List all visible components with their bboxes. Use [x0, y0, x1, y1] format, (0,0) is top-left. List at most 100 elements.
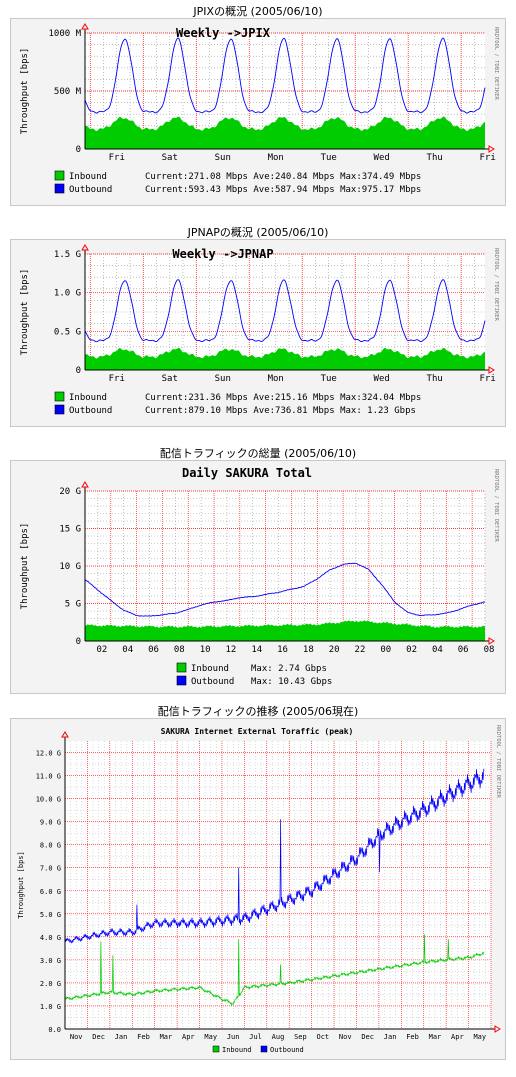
y-tick-label: 15 G	[59, 525, 81, 535]
y-tick-label: 500 M	[54, 87, 82, 97]
x-tick-label: 14	[251, 645, 262, 655]
x-tick-label: Jun	[227, 1033, 240, 1041]
weekly-chart-1: 0 0.5 G 1.0 G 1.5 G Fri Sat Sun Mon Tue Wed Thu Fri…	[20, 244, 499, 416]
legend-name-inbound: Inbound	[222, 1046, 252, 1054]
x-tick-label: Tue	[321, 153, 337, 163]
y-tick-label: 7.0 G	[40, 865, 61, 873]
chart-title: SAKURA Internet External Toraffic (peak)	[161, 726, 354, 736]
x-tick-label: Mar	[160, 1033, 173, 1041]
x-tick-label: Nov	[70, 1033, 83, 1041]
x-tick-label: Sep	[294, 1033, 307, 1041]
x-tick-label: 20	[329, 645, 340, 655]
rrdtool-side-label: RRDTOOL / TOBI OETIKER	[493, 469, 499, 543]
legend-name-inbound: Inbound	[69, 393, 107, 403]
x-tick-label: 02	[406, 645, 417, 655]
x-tick-label: May	[473, 1033, 486, 1041]
chart1-caption: JPIXの概況 (2005/06/10)	[193, 5, 323, 18]
x-tick-label: 18	[303, 645, 314, 655]
y-tick-label: 3.0 G	[40, 957, 61, 965]
y-tick-label: 0	[76, 145, 81, 155]
x-tick-label: Feb	[137, 1033, 150, 1041]
series-outbound-line	[84, 37, 486, 114]
legend-name-inbound: Inbound	[191, 664, 229, 674]
legend-stats-inbound: Max: 2.74 Gbps	[251, 664, 327, 674]
x-tick-label: Fri	[480, 153, 496, 163]
x-tick-label: Tue	[321, 374, 337, 384]
y-axis-label: Throughput [bps]	[20, 523, 30, 610]
legend-swatch-outbound	[260, 1045, 268, 1053]
legend-swatch-outbound	[54, 183, 65, 194]
x-tick-label: Jan	[384, 1033, 397, 1041]
x-tick-label: 12	[226, 645, 237, 655]
y-tick-label: 10 G	[59, 562, 81, 572]
x-tick-label: 08	[174, 645, 185, 655]
x-tick-label: Jul	[249, 1033, 262, 1041]
y-tick-label: 9.0 G	[40, 819, 61, 827]
y-tick-label: 6.0 G	[40, 888, 61, 896]
rrdtool-side-label: RRDTOOL / TOBI OETIKER	[493, 248, 499, 322]
chart3-caption: 配信トラフィックの総量 (2005/06/10)	[159, 447, 357, 460]
x-tick-label: Mar	[429, 1033, 442, 1041]
y-tick-label: 8.0 G	[40, 842, 61, 850]
x-tick-label: 16	[277, 645, 288, 655]
legend-name-outbound: Outbound	[69, 185, 112, 195]
y-tick-label: 2.0 G	[40, 980, 61, 988]
y-axis-label: Throughput [bps]	[20, 48, 30, 135]
legend-swatch-inbound	[54, 391, 65, 402]
y-tick-label: 5 G	[65, 600, 81, 610]
y-tick-label: 0.0	[48, 1026, 61, 1034]
chart1-panel: 0 500 M 1000 M Fri Sat Sun Mon Tue Wed Thu Fri Week…	[10, 18, 506, 206]
series-inbound-area	[85, 116, 485, 149]
x-tick-label: Oct	[317, 1033, 330, 1041]
chart-title: Weekly ->JPNAP	[172, 247, 273, 261]
x-tick-label: May	[204, 1033, 217, 1041]
y-tick-label: 1.0 G	[40, 1003, 61, 1011]
legend-swatch-outbound	[54, 404, 65, 415]
rrdtool-side-label: RRDTOOL / TOBI OETIKER	[493, 27, 499, 101]
legend-stats-inbound: Current:271.08 Mbps Ave:240.84 Mbps Max:…	[145, 172, 421, 182]
y-tick-label: 1.0 G	[54, 289, 81, 299]
x-tick-label: Nov	[339, 1033, 352, 1041]
weekly-chart-0: 0 500 M 1000 M Fri Sat Sun Mon Tue Wed Thu Fri Week…	[20, 23, 499, 195]
legend-swatch-inbound	[176, 662, 187, 673]
y-tick-label: 0	[76, 637, 81, 647]
series-outbound-line	[84, 562, 485, 617]
x-tick-label: Sun	[215, 153, 231, 163]
x-tick-label: Mon	[268, 153, 284, 163]
series-inbound-line	[64, 934, 485, 1006]
series-outbound-line	[84, 279, 486, 343]
x-tick-label: Sun	[215, 374, 231, 384]
x-tick-label: Fri	[109, 153, 125, 163]
x-tick-label: Thu	[427, 374, 443, 384]
chart-title: Daily SAKURA Total	[182, 466, 312, 480]
legend-name-inbound: Inbound	[69, 172, 107, 182]
x-tick-label: 10	[200, 645, 211, 655]
legend-stats-outbound: Max: 10.43 Gbps	[251, 677, 332, 687]
x-tick-label: Sat	[162, 153, 178, 163]
x-tick-label: Feb	[406, 1033, 419, 1041]
x-tick-label: 06	[148, 645, 159, 655]
x-tick-label: Wed	[374, 153, 390, 163]
series-inbound-area	[85, 620, 485, 641]
x-tick-label: 06	[458, 645, 469, 655]
y-tick-label: 11.0 G	[36, 773, 61, 781]
x-tick-label: Jan	[115, 1033, 128, 1041]
x-tick-label: Mon	[268, 374, 284, 384]
y-tick-label: 4.0 G	[40, 934, 61, 942]
rrdtool-side-label: RRDTOOL / TOBI OETIKER	[495, 725, 501, 799]
x-tick-label: Sat	[162, 374, 178, 384]
x-tick-label: 04	[432, 645, 443, 655]
legend-swatch-inbound	[54, 170, 65, 181]
legend-stats-outbound: Current:593.43 Mbps Ave:587.94 Mbps Max:…	[145, 185, 421, 195]
x-axis-arrow	[494, 1025, 501, 1033]
x-tick-label: Fri	[480, 374, 496, 384]
x-tick-label: 08	[484, 645, 495, 655]
x-tick-label: 00	[380, 645, 391, 655]
x-tick-label: Aug	[272, 1033, 285, 1041]
x-tick-label: Wed	[374, 374, 390, 384]
y-tick-label: 0	[76, 366, 81, 376]
y-axis-arrow	[61, 731, 69, 738]
y-tick-label: 20 G	[59, 487, 81, 497]
y-tick-label: 1.5 G	[54, 250, 81, 260]
y-axis-arrow	[81, 244, 89, 251]
